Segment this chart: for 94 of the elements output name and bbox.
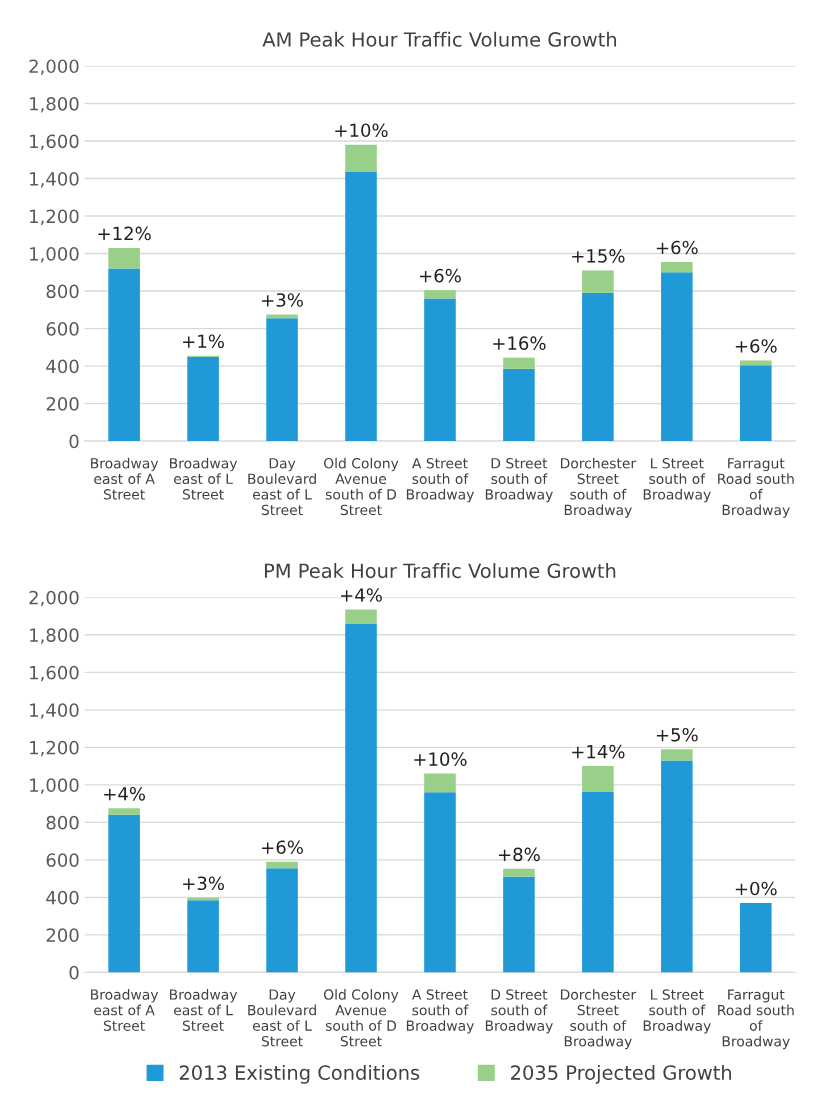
x-tick-label: Farragut Road south of Broadway <box>718 989 794 1050</box>
annotation: +14% <box>572 744 625 759</box>
y-tick-label: 0 <box>69 434 79 449</box>
x-tick-label: D Street south of Broadway <box>485 989 553 1034</box>
y-tick-label: 1,800 <box>30 96 79 113</box>
bar <box>661 749 693 761</box>
bar <box>582 292 614 442</box>
bar <box>424 792 456 973</box>
x-tick-label: Dorchester Street south of Broadway <box>560 989 637 1050</box>
x-tick-label: L Street south of Broadway <box>643 989 711 1034</box>
bar <box>661 760 693 973</box>
bar <box>345 144 377 172</box>
annotation: +10% <box>335 123 388 138</box>
bar <box>503 868 535 877</box>
x-tick-label: Day Boulevard east of L Street <box>248 458 316 516</box>
y-tick-label: 1,200 <box>30 209 79 225</box>
bar <box>740 903 772 973</box>
annotation: +4% <box>104 786 146 801</box>
x-tick-label: A Street south of Broadway <box>406 989 474 1034</box>
bar <box>503 357 535 369</box>
y-tick-label: 200 <box>46 928 79 943</box>
annotation: +6% <box>262 840 303 855</box>
x-tick-label: Day Boulevard east of L Street <box>248 989 316 1047</box>
bar <box>740 360 772 366</box>
x-tick-label: Broadway east of A Street <box>91 989 159 1031</box>
x-tick-label: Broadway east of L Street <box>170 989 238 1031</box>
y-tick-label: 800 <box>46 284 79 299</box>
annotation: +12% <box>98 226 151 241</box>
annotation: +1% <box>183 334 224 349</box>
bar <box>345 609 377 624</box>
bar <box>187 356 219 442</box>
x-tick-label: Broadway east of A Street <box>91 457 159 500</box>
bar <box>582 791 614 973</box>
bar <box>345 171 377 442</box>
bar <box>503 368 535 442</box>
bar <box>661 272 693 442</box>
x-tick-label: D Street south of Broadway <box>485 458 553 503</box>
x-tick-label: Old Colony Avenue south of D Street <box>323 457 399 516</box>
annotation: +5% <box>656 727 698 742</box>
y-tick-label: 1,400 <box>30 171 79 188</box>
y-tick-label: 1,000 <box>30 778 79 794</box>
bar <box>740 365 772 442</box>
y-tick-label: 1,600 <box>30 665 79 682</box>
annotation: +3% <box>183 876 224 891</box>
y-tick-label: 1,400 <box>30 703 79 719</box>
y-tick-label: 800 <box>46 815 79 830</box>
annotation: +3% <box>262 293 303 307</box>
y-tick-label: 1,200 <box>30 740 79 757</box>
y-tick-label: 400 <box>46 890 79 905</box>
chart-title: AM Peak Hour Traffic Volume Growth <box>262 31 617 47</box>
x-tick-label: A Street south of Broadway <box>406 458 474 503</box>
bar <box>582 766 614 792</box>
x-tick-label: Dorchester Street south of Broadway <box>560 457 637 518</box>
x-tick-label: Farragut Road south of Broadway <box>718 458 794 518</box>
annotation: +0% <box>735 881 777 896</box>
bar <box>424 298 456 442</box>
y-tick-label: 200 <box>46 397 79 411</box>
legend-label: 2013 Existing Conditions <box>179 1064 420 1084</box>
y-tick-label: 0 <box>69 965 79 980</box>
bar <box>582 270 614 293</box>
annotation: +16% <box>493 336 546 350</box>
bar <box>345 623 377 973</box>
annotation: +10% <box>414 752 467 766</box>
annotation: +6% <box>735 339 777 353</box>
bar <box>108 268 140 442</box>
bar <box>661 261 693 273</box>
bar <box>108 814 140 973</box>
x-tick-label: Broadway east of L Street <box>170 457 238 500</box>
y-tick-label: 600 <box>46 322 79 336</box>
chart-title: PM Peak Hour Traffic Volume Growth <box>264 563 616 579</box>
y-tick-label: 1,000 <box>30 247 79 263</box>
annotation: +15% <box>572 249 625 263</box>
bar <box>266 861 298 869</box>
bar <box>266 868 298 973</box>
bar <box>503 876 535 973</box>
bar <box>187 900 219 973</box>
annotation: +4% <box>341 588 382 602</box>
bar <box>108 247 140 269</box>
bar <box>424 290 456 299</box>
legend-label: 2035 Projected Growth <box>511 1064 732 1084</box>
y-tick-label: 2,000 <box>29 59 79 75</box>
annotation: +6% <box>419 268 461 283</box>
y-tick-label: 400 <box>46 359 79 374</box>
y-tick-label: 600 <box>46 853 79 867</box>
x-tick-label: L Street south of Broadway <box>643 458 711 503</box>
bar <box>266 318 298 442</box>
x-tick-label: Old Colony Avenue south of D Street <box>323 989 399 1047</box>
annotation: +6% <box>656 240 698 255</box>
bar <box>108 808 140 815</box>
y-tick-label: 1,600 <box>30 134 79 150</box>
y-tick-label: 2,000 <box>29 590 79 607</box>
bar <box>424 773 456 793</box>
y-tick-label: 1,800 <box>30 628 79 644</box>
annotation: +8% <box>498 847 540 862</box>
